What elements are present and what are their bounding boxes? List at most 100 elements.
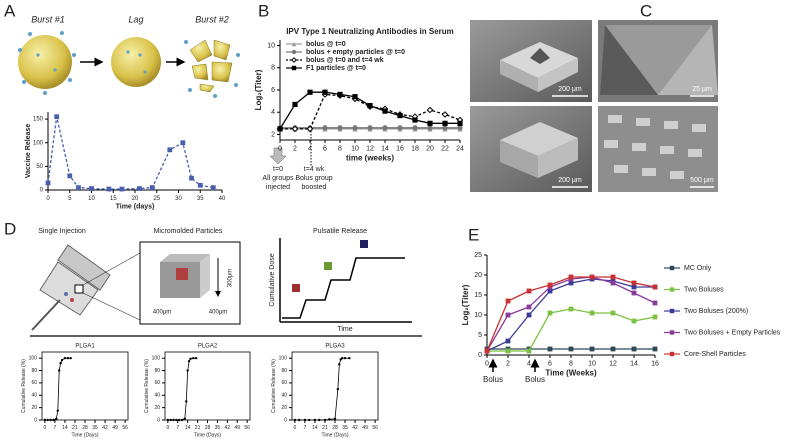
marker <box>652 284 658 290</box>
legend-marker <box>669 265 675 271</box>
marker <box>412 117 418 123</box>
marker <box>505 298 511 304</box>
marker <box>322 125 328 131</box>
x-tick-label: 35 <box>92 425 98 431</box>
legend-marker <box>669 351 675 357</box>
y-tick-label: 100 <box>279 356 288 362</box>
marker <box>136 186 142 191</box>
stage-label: Burst #2 <box>195 14 229 24</box>
y-tick-label: 100 <box>33 140 44 146</box>
marker <box>119 186 125 192</box>
x-tick-label: 21 <box>72 425 78 431</box>
marker <box>426 106 434 114</box>
x-tick-label: 20 <box>132 196 139 202</box>
marker <box>52 418 55 422</box>
marker <box>150 185 155 191</box>
sphere <box>18 35 72 89</box>
chart-title: IPV Type 1 Neutralizing Antibodies in Se… <box>286 27 454 36</box>
legend-marker <box>669 330 675 335</box>
y-tick-label: 6 <box>271 87 275 94</box>
panel-label: B <box>258 1 269 20</box>
marker <box>589 346 595 352</box>
y-tick-label: 0 <box>157 417 160 423</box>
y-tick-label: 15 <box>474 292 482 299</box>
marker <box>186 369 189 372</box>
legend-marker <box>669 308 675 314</box>
marker <box>382 108 388 114</box>
y-tick-label: 80 <box>31 368 37 374</box>
x-tick-label: 10 <box>88 196 95 202</box>
y-tick-label: 60 <box>31 380 37 386</box>
marker <box>337 125 343 131</box>
x-tick-label: 49 <box>362 425 368 431</box>
panel-b-annotations: t=0 All groups injected t=4 wk Bolus gro… <box>262 128 333 191</box>
x-tick-label: 16 <box>396 146 404 153</box>
marker <box>336 387 340 391</box>
marker <box>69 356 72 360</box>
marker <box>547 346 553 352</box>
x-tick-label: 14 <box>381 146 389 153</box>
legend-label: F1 particles @ t=0 <box>306 65 366 72</box>
x-axis-label: Time (Days) <box>194 432 221 438</box>
marker <box>442 125 448 131</box>
dimension: 400μm <box>153 310 171 316</box>
marker <box>547 288 553 294</box>
marker <box>427 125 433 131</box>
x-tick-label: 0 <box>43 425 46 431</box>
marker <box>568 274 574 280</box>
panel-label: E <box>468 225 479 244</box>
marker <box>589 310 595 316</box>
marker <box>610 274 616 280</box>
marker <box>526 288 532 294</box>
marker <box>631 318 637 324</box>
x-axis-label: Time (Days) <box>71 432 98 438</box>
x-tick-label: 14 <box>62 425 68 431</box>
particles <box>18 31 240 98</box>
x-tick-label: 7 <box>304 425 307 431</box>
x-tick-label: 56 <box>122 425 128 431</box>
marker <box>631 290 637 296</box>
dimension: 400μm <box>209 310 227 316</box>
scale-bar-label: 200 μm <box>558 86 582 93</box>
legend-label: Core-Shell Particles <box>684 351 746 358</box>
marker <box>187 360 191 363</box>
marker <box>194 356 198 360</box>
x-axis-label: Time (days) <box>116 204 155 211</box>
x-tick-label: 42 <box>225 425 231 431</box>
annotation: Bolus <box>525 375 545 384</box>
x-tick-label: 18 <box>411 146 419 153</box>
y-tick-label: 150 <box>33 117 44 123</box>
marker <box>457 120 463 126</box>
marker <box>43 418 47 422</box>
y-tick-label: 8 <box>271 65 275 72</box>
heading: Pulsatile Release <box>313 228 367 235</box>
x-tick-label: 49 <box>234 425 240 431</box>
x-tick-label: 25 <box>153 196 160 202</box>
marker <box>167 147 173 153</box>
marker <box>306 125 314 133</box>
x-tick-label: 14 <box>185 425 191 431</box>
chart-title: PLGA1 <box>75 344 95 350</box>
legend-label: Two Boluses (200%) <box>684 308 748 315</box>
marker <box>589 274 595 280</box>
marker <box>277 126 283 132</box>
marker <box>49 418 52 422</box>
legend-marker <box>669 287 675 292</box>
marker <box>338 363 341 366</box>
x-tick-label: 28 <box>82 425 88 431</box>
x-axis-label: Time (Days) <box>321 432 348 438</box>
marker <box>547 310 553 316</box>
y-tick-label: 10 <box>474 312 482 319</box>
broken-sphere <box>189 39 233 93</box>
x-tick-label: 4 <box>308 146 312 153</box>
y-tick-label: 25 <box>474 252 482 259</box>
y-tick-label: 20 <box>31 405 37 411</box>
marker <box>382 125 388 131</box>
y-tick-label: 80 <box>154 368 160 374</box>
x-tick-label: 56 <box>372 425 378 431</box>
y-axis-label: Cumulative Release (%) <box>21 359 27 413</box>
marker <box>45 180 51 186</box>
x-tick-label: 0 <box>46 196 50 202</box>
marker <box>323 418 327 422</box>
marker <box>442 120 448 126</box>
